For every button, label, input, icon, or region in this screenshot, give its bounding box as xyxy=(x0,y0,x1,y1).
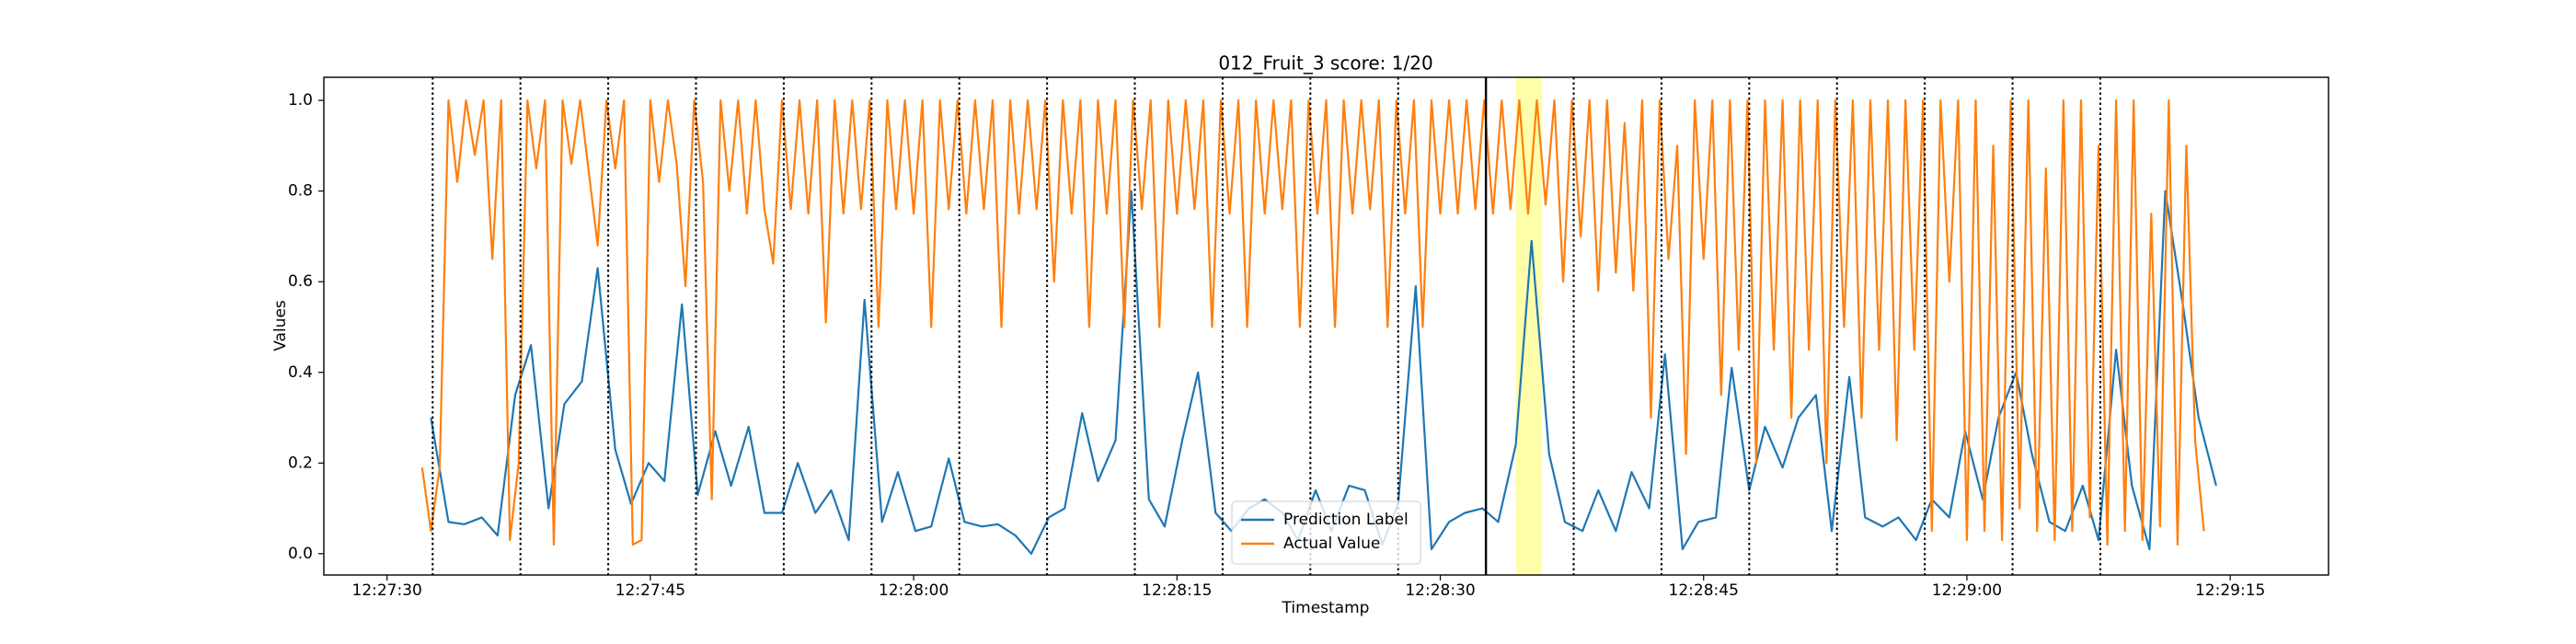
legend-label: Prediction Label xyxy=(1283,511,1409,529)
x-tick-label: 12:29:00 xyxy=(1932,581,2002,600)
plot-frame xyxy=(323,76,2329,576)
x-tick-label: 12:29:15 xyxy=(2195,581,2265,600)
y-tick-label: 0.4 xyxy=(288,363,313,382)
legend: Prediction Label Actual Value xyxy=(1231,500,1421,565)
y-axis-label: Values xyxy=(271,300,290,351)
y-tick-label: 0.0 xyxy=(288,545,313,563)
x-tick-label: 12:27:30 xyxy=(352,581,422,600)
x-tick-label: 12:28:45 xyxy=(1669,581,1739,600)
x-tick-label: 12:28:15 xyxy=(1142,581,1212,600)
y-tick-label: 0.8 xyxy=(288,182,313,201)
x-tick-label: 12:28:30 xyxy=(1405,581,1475,600)
y-tick-label: 0.6 xyxy=(288,272,313,291)
x-tick-label: 12:28:00 xyxy=(879,581,949,600)
series-line xyxy=(420,99,2205,546)
legend-label: Actual Value xyxy=(1283,535,1380,553)
chart-title: 012_Fruit_3 score: 1/20 xyxy=(1218,52,1432,75)
y-tick-label: 0.2 xyxy=(288,454,313,472)
x-axis-label: Timestamp xyxy=(1282,599,1370,617)
x-tick-label: 12:27:45 xyxy=(615,581,685,600)
legend-box xyxy=(1231,500,1421,565)
y-tick-label: 1.0 xyxy=(288,91,313,109)
